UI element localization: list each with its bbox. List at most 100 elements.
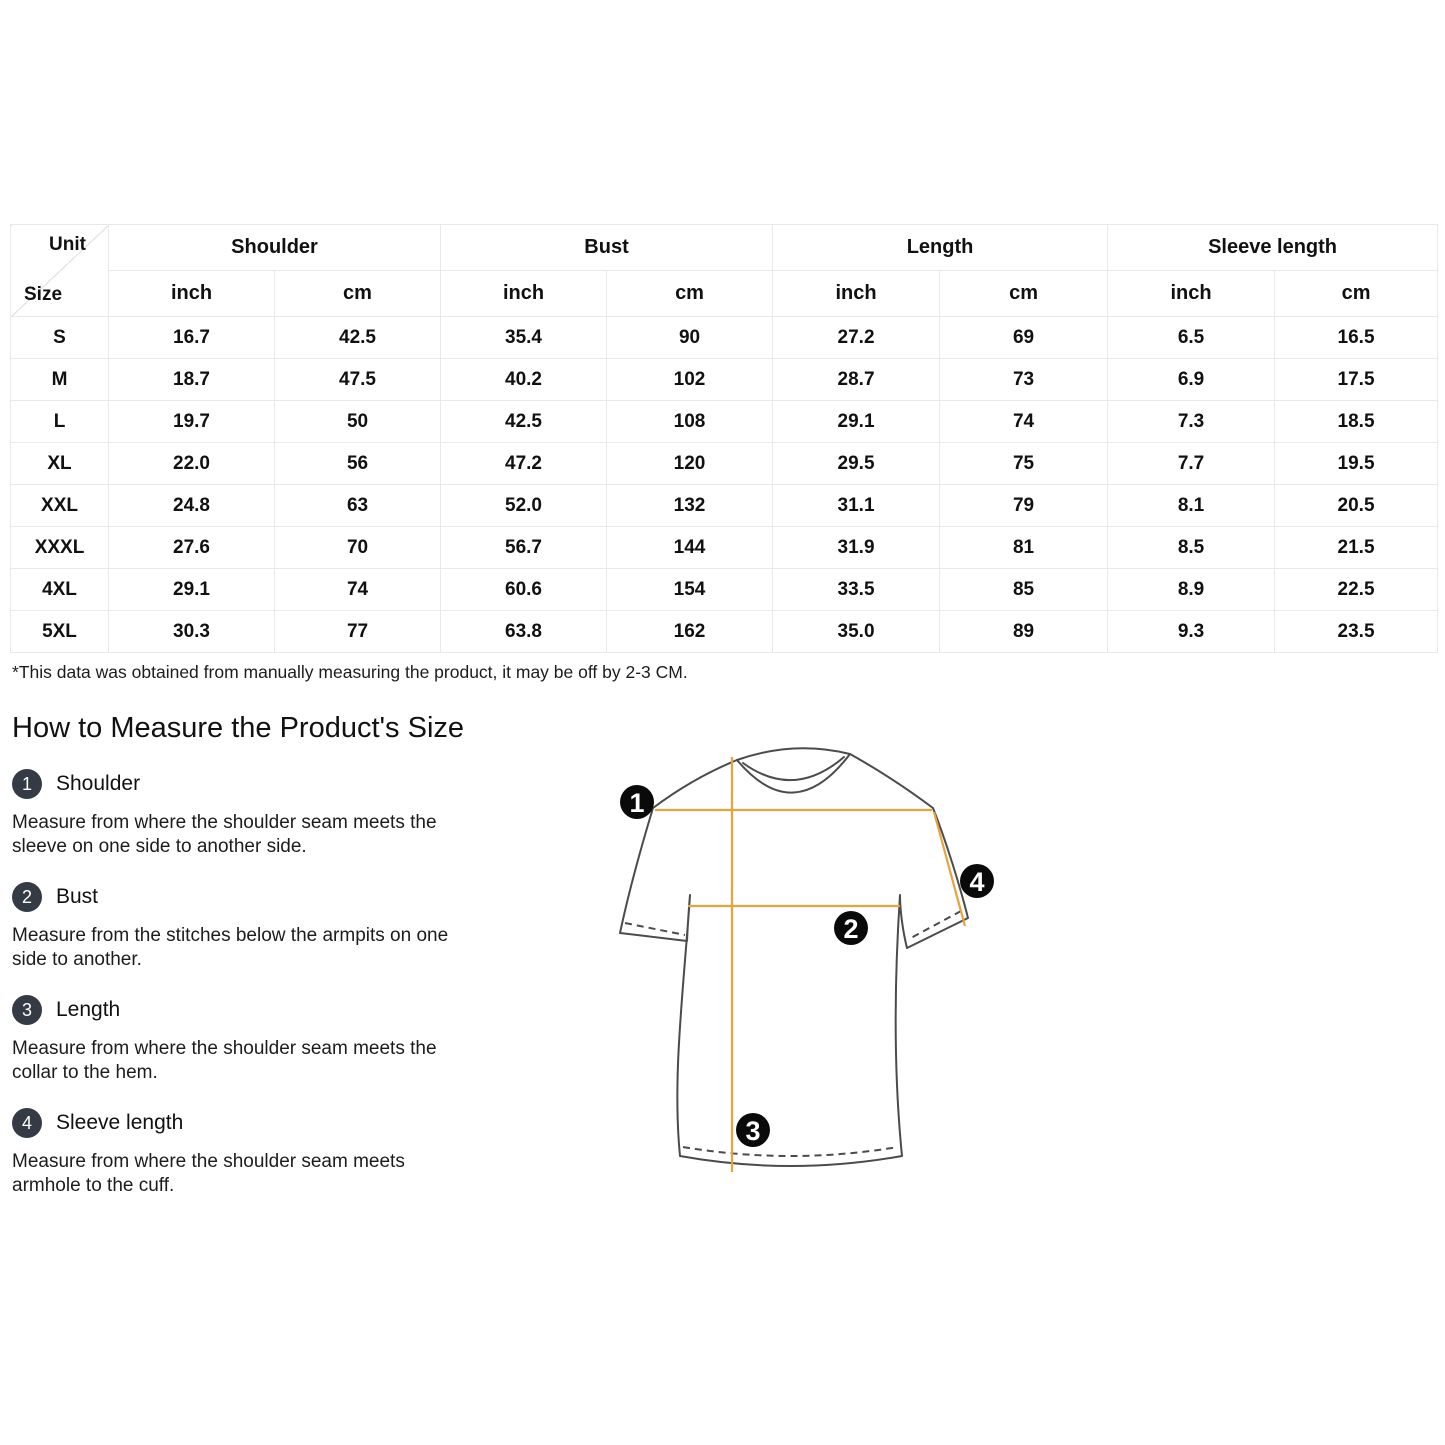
size-cell: 4XL — [10, 568, 109, 611]
column-header-shoulder: Shoulder — [107, 224, 442, 271]
table-unit-header-row: inch cm inch cm inch cm inch cm — [11, 270, 1439, 317]
size-cell: XXXL — [10, 526, 109, 569]
value-cell: 22.0 — [108, 442, 275, 485]
value-cell: 74 — [939, 400, 1109, 443]
table-row: XL 22.0 56 47.2 120 29.5 75 7.7 19.5 — [10, 442, 1439, 485]
diagram-badge-3: 3 — [745, 1116, 760, 1146]
description-line: Measure from where the shoulder seam mee… — [12, 1151, 405, 1172]
table-row: M 18.7 47.5 40.2 102 28.7 73 6.9 17.5 — [10, 358, 1439, 401]
step-sleeve-length: 4 Sleeve length — [12, 1108, 183, 1138]
collar-outer-line — [736, 753, 851, 794]
step-length-description: Measure from where the shoulder seam mee… — [12, 1037, 437, 1085]
diagram-badge-3-circle — [736, 1113, 770, 1147]
tshirt-outline — [619, 747, 969, 1167]
value-cell: 144 — [606, 526, 774, 569]
unit-header: inch — [108, 270, 275, 317]
table-row: S 16.7 42.5 35.4 90 27.2 69 6.5 16.5 — [10, 316, 1439, 359]
value-cell: 154 — [606, 568, 774, 611]
column-header-sleeve-length: Sleeve length — [1107, 224, 1439, 271]
unit-label: Unit — [49, 234, 86, 255]
value-cell: 29.5 — [772, 442, 941, 485]
description-line: Measure from where the shoulder seam mee… — [12, 812, 437, 833]
step-4-badge: 4 — [12, 1108, 42, 1138]
diagram-badge-4-circle — [960, 864, 994, 898]
value-cell: 23.5 — [1274, 610, 1439, 653]
diagram-badge-4: 4 — [969, 867, 984, 897]
unit-header: inch — [440, 270, 608, 317]
value-cell: 20.5 — [1274, 484, 1439, 527]
value-cell: 85 — [939, 568, 1109, 611]
size-cell: XL — [10, 442, 109, 485]
value-cell: 33.5 — [772, 568, 941, 611]
value-cell: 21.5 — [1274, 526, 1439, 569]
value-cell: 18.5 — [1274, 400, 1439, 443]
description-line: armhole to the cuff. — [12, 1175, 175, 1196]
measurement-disclaimer: *This data was obtained from manually me… — [12, 662, 688, 682]
value-cell: 9.3 — [1107, 610, 1276, 653]
value-cell: 28.7 — [772, 358, 941, 401]
unit-header: inch — [772, 270, 941, 317]
value-cell: 47.2 — [440, 442, 608, 485]
value-cell: 50 — [273, 400, 442, 443]
step-bust-description: Measure from the stitches below the armp… — [12, 924, 448, 972]
value-cell: 24.8 — [108, 484, 275, 527]
size-cell: 5XL — [10, 610, 109, 653]
value-cell: 47.5 — [273, 358, 442, 401]
description-line: Measure from the stitches below the armp… — [12, 925, 449, 946]
description-line: sleeve on one side to another side. — [12, 836, 307, 857]
value-cell: 42.5 — [440, 400, 608, 443]
value-cell: 27.6 — [108, 526, 275, 569]
value-cell: 73 — [939, 358, 1109, 401]
step-1-badge: 1 — [12, 769, 42, 799]
step-bust: 2 Bust — [12, 882, 98, 912]
value-cell: 79 — [939, 484, 1109, 527]
hem-stitch-line — [682, 1146, 899, 1157]
size-cell: L — [10, 400, 109, 443]
size-cell: S — [10, 316, 109, 359]
value-cell: 30.3 — [108, 610, 275, 653]
value-cell: 6.5 — [1107, 316, 1276, 359]
how-to-measure-title: How to Measure the Product's Size — [12, 712, 465, 744]
value-cell: 29.1 — [108, 568, 275, 611]
value-cell: 29.1 — [772, 400, 941, 443]
value-cell: 90 — [606, 316, 774, 359]
step-2-badge: 2 — [12, 882, 42, 912]
value-cell: 19.7 — [108, 400, 275, 443]
value-cell: 8.1 — [1107, 484, 1276, 527]
step-label: Bust — [56, 885, 99, 908]
value-cell: 16.5 — [1274, 316, 1439, 359]
description-line: collar to the hem. — [12, 1062, 158, 1083]
description-line: Measure from where the shoulder seam mee… — [12, 1038, 437, 1059]
value-cell: 6.9 — [1107, 358, 1276, 401]
diagram-badge-2-circle — [834, 911, 868, 945]
table-row: XXXL 27.6 70 56.7 144 31.9 81 8.5 21.5 — [10, 526, 1439, 569]
tshirt-measurement-diagram: 1 2 3 4 — [619, 747, 994, 1172]
value-cell: 31.9 — [772, 526, 941, 569]
right-cuff-stitch-line — [908, 910, 962, 940]
value-cell: 56.7 — [440, 526, 608, 569]
value-cell: 132 — [606, 484, 774, 527]
unit-header: cm — [939, 270, 1109, 317]
unit-size-corner-cell: Unit Size — [10, 224, 109, 317]
table-row: 4XL 29.1 74 60.6 154 33.5 85 8.9 22.5 — [10, 568, 1439, 611]
value-cell: 35.4 — [440, 316, 608, 359]
unit-header: cm — [273, 270, 442, 317]
diagram-badge-2: 2 — [843, 914, 858, 944]
value-cell: 52.0 — [440, 484, 608, 527]
value-cell: 31.1 — [772, 484, 941, 527]
unit-header: cm — [606, 270, 774, 317]
size-cell: M — [10, 358, 109, 401]
value-cell: 18.7 — [108, 358, 275, 401]
value-cell: 108 — [606, 400, 774, 443]
value-cell: 81 — [939, 526, 1109, 569]
value-cell: 16.7 — [108, 316, 275, 359]
sleeve-measure-line — [932, 811, 967, 927]
value-cell: 7.7 — [1107, 442, 1276, 485]
table-row: L 19.7 50 42.5 108 29.1 74 7.3 18.5 — [10, 400, 1439, 443]
size-cell: XXL — [10, 484, 109, 527]
value-cell: 162 — [606, 610, 774, 653]
value-cell: 40.2 — [440, 358, 608, 401]
collar-inner-line — [742, 756, 845, 782]
column-header-length: Length — [772, 224, 1109, 271]
